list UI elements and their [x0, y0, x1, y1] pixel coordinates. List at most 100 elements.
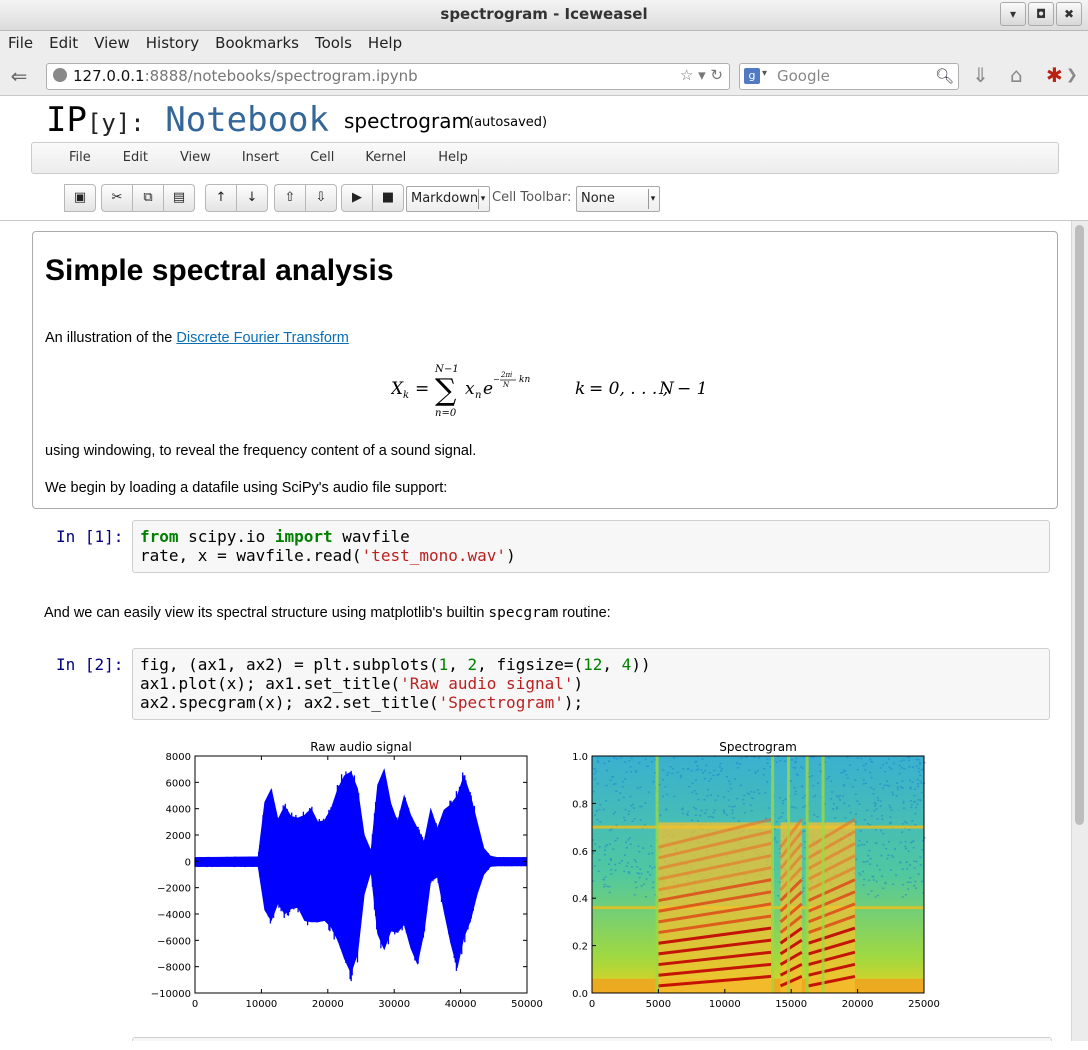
nb-menu-kernel[interactable]: Kernel [365, 150, 407, 165]
raw-xtick-label: 30000 [378, 999, 410, 1010]
formula-svg: X k = N −1 ∑ n=0 x n e − 2πi N kn k = 0,… [389, 364, 707, 419]
spectrogram-harmonic [808, 962, 856, 977]
bookmark-star-icon[interactable]: ☆ [679, 66, 694, 84]
next-code-cell[interactable] [132, 1037, 1052, 1041]
raw-ytick-label: −2000 [157, 884, 191, 895]
notebook-toolbar: ▣ ✂ ⧉ ▤ ↑ ↓ ⇧ ⇩ ▶ ■ Markdown ▾ Cell Toolb… [0, 178, 1088, 220]
menu-edit[interactable]: Edit [49, 34, 79, 52]
spectrogram-harmonic [658, 878, 772, 903]
in2-prompt: In [2]: [56, 655, 124, 674]
nb-menu-insert[interactable]: Insert [241, 150, 280, 165]
spec-xtick-label: 15000 [775, 999, 807, 1010]
addon-icon[interactable]: ✱ [1046, 63, 1063, 87]
spectrogram-harmonic [779, 975, 803, 988]
code-line2b: ) [506, 546, 516, 565]
close-button[interactable]: ✖ [1056, 2, 1082, 26]
menu-history[interactable]: History [145, 34, 200, 52]
search-input[interactable]: Google [777, 67, 830, 85]
c2-n2: 2 [467, 655, 478, 674]
move-down-icon[interactable]: ↓ [236, 184, 268, 212]
url-bar[interactable]: 127.0.0.1:8888/notebooks/spectrogram.ipy… [46, 63, 730, 90]
raw-ytick-label: 4000 [166, 805, 191, 816]
insert-below-icon[interactable]: ⇩ [305, 184, 337, 212]
cell-type-select[interactable]: Markdown ▾ [406, 186, 490, 212]
spectrogram-harmonic [808, 938, 856, 956]
raw-xtick-label: 20000 [312, 999, 344, 1010]
copy-icon[interactable]: ⧉ [132, 184, 164, 212]
maximize-button[interactable]: ◘ [1028, 2, 1054, 26]
paste-icon[interactable]: ▤ [163, 184, 195, 212]
download-icon[interactable]: ⇓ [972, 63, 989, 87]
raw-ytick-label: −6000 [157, 936, 191, 947]
insert-above-icon[interactable]: ⇧ [274, 184, 306, 212]
spectrogram-harmonic [658, 914, 772, 935]
raw-ytick-label: −8000 [157, 963, 191, 974]
c2-n3: 12 [583, 655, 603, 674]
save-icon[interactable]: ▣ [64, 184, 96, 212]
figure-output: 0 10000 20000 30000 40000 5000080006000400020… [151, 740, 940, 1010]
run-icon[interactable]: ▶ [341, 184, 373, 212]
spectrogram-harmonic [808, 950, 856, 967]
c2-l1b: , [448, 655, 468, 674]
url-text[interactable]: 127.0.0.1:8888/notebooks/spectrogram.ipy… [73, 67, 418, 85]
back-arrow-icon[interactable]: ⇐ [10, 64, 28, 88]
code-cell-1[interactable]: from scipy.io import wavfile rate, x = w… [132, 520, 1050, 573]
spec-ytick-label: 0.2 [572, 942, 588, 953]
markdown-cell[interactable]: Simple spectral analysis An illustration… [32, 231, 1058, 509]
notebook-name[interactable]: spectrogram [344, 109, 471, 133]
raw-ytick-label: −4000 [157, 910, 191, 921]
spec-xtick-label: 25000 [908, 999, 940, 1010]
search-engine-dropdown-icon[interactable]: ▾ [762, 68, 768, 79]
dft-link[interactable]: Discrete Fourier Transform [176, 330, 349, 346]
url-bar-icons: ☆ ▾ ↻ [680, 66, 723, 84]
search-bar[interactable]: g ▾ Google 🔍︎ [739, 63, 959, 90]
spec-ytick-label: 0.4 [572, 894, 588, 905]
menu-bookmarks[interactable]: Bookmarks [215, 34, 299, 52]
url-host: 127.0.0.1 [73, 67, 145, 85]
dropdown-icon[interactable]: ▾ [698, 66, 706, 84]
spectrogram-harmonic [807, 830, 856, 860]
raw-ytick-label: 8000 [166, 752, 191, 763]
notebook-menu-bar: File Edit View Insert Cell Kernel Help [31, 142, 1059, 174]
spectrogram-frame [591, 755, 925, 994]
loading-paragraph: We begin by loading a datafile using Sci… [45, 480, 448, 496]
spectrogram-harmonic [779, 818, 804, 849]
svg-text:2πi: 2πi [500, 371, 512, 379]
menu-tools[interactable]: Tools [314, 34, 352, 52]
kw-import: import [274, 527, 333, 546]
spectrogram-onset [771, 756, 775, 993]
reload-icon[interactable]: ↻ [710, 66, 723, 84]
svg-text:n=0: n=0 [435, 408, 457, 418]
nb-menu-cell[interactable]: Cell [310, 150, 335, 165]
nb-menu-file[interactable]: File [69, 150, 91, 165]
header-separator [0, 220, 1088, 221]
google-logo-icon[interactable]: g [744, 68, 760, 84]
spec-xtick-label: 5000 [646, 999, 671, 1010]
menu-view[interactable]: View [94, 34, 130, 52]
move-up-icon[interactable]: ↑ [205, 184, 237, 212]
raw-ytick-label: −10000 [151, 989, 191, 1000]
intro-text: An illustration of the [45, 330, 177, 346]
cell-toolbar-select[interactable]: None ▾ [576, 186, 660, 212]
cell-toolbar-label: Cell Toolbar: [492, 190, 572, 205]
magnifier-icon[interactable]: 🔍︎ [934, 67, 954, 85]
scrollbar-thumb[interactable] [1075, 225, 1084, 825]
menu-chevron-icon[interactable]: ❯ [1066, 67, 1078, 83]
spectrogram-harmonic [779, 926, 803, 945]
windowing-paragraph: using windowing, to reveal the frequency… [45, 443, 477, 459]
page-scrollbar[interactable] [1071, 221, 1088, 1041]
stop-icon[interactable]: ■ [372, 184, 404, 212]
nb-menu-view[interactable]: View [179, 150, 211, 165]
spectrogram-harmonic [807, 842, 856, 870]
autosave-status: (autosaved) [469, 115, 548, 130]
cut-icon[interactable]: ✂ [101, 184, 133, 212]
nb-menu-help[interactable]: Help [438, 150, 468, 165]
intro-paragraph: An illustration of the Discrete Fourier … [45, 330, 349, 346]
spectrogram-harmonic [807, 914, 856, 934]
home-icon[interactable]: ⌂ [1010, 63, 1023, 87]
nb-menu-edit[interactable]: Edit [122, 150, 148, 165]
code-cell-2[interactable]: fig, (ax1, ax2) = plt.subplots(1, 2, fig… [132, 648, 1050, 720]
menu-file[interactable]: File [8, 34, 34, 52]
menu-help[interactable]: Help [367, 34, 403, 52]
minimize-button[interactable]: ▾ [1000, 2, 1026, 26]
